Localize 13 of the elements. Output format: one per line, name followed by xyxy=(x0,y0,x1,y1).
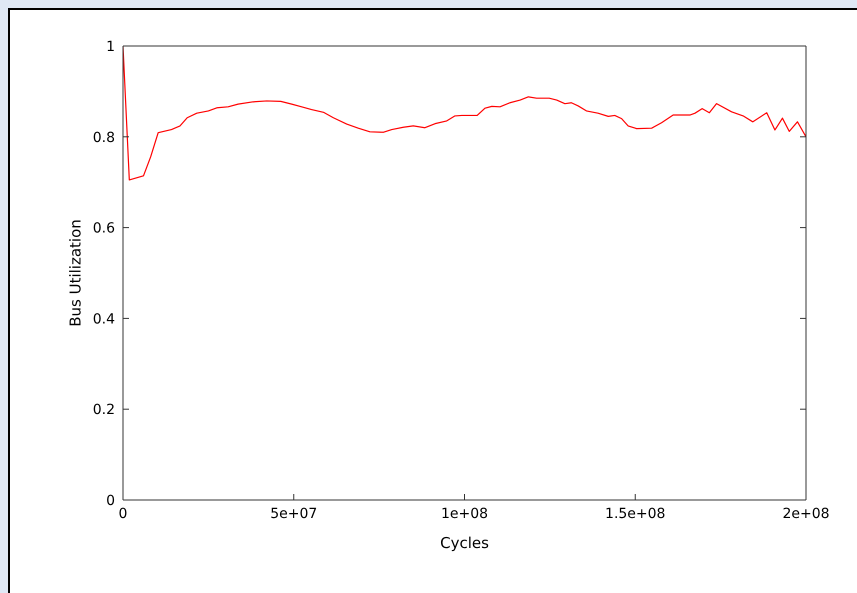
y-axis-title: Bus Utilization xyxy=(66,219,84,327)
y-tick-label: 0 xyxy=(106,492,115,509)
x-tick-label: 0 xyxy=(118,506,128,522)
y-tick-label: 0.2 xyxy=(92,402,115,418)
x-tick-label: 2e+08 xyxy=(782,506,830,522)
x-tick-label: 1.5e+08 xyxy=(605,506,666,522)
y-tick-label: 0.8 xyxy=(92,130,115,146)
y-tick-label: 0.6 xyxy=(92,220,116,237)
x-tick-label: 1e+08 xyxy=(440,506,488,522)
x-tick-label: 5e+07 xyxy=(270,506,318,522)
y-tick-label: 1 xyxy=(106,38,115,55)
x-axis-title: Cycles xyxy=(440,534,490,552)
y-tick-label: 0.4 xyxy=(92,311,116,328)
